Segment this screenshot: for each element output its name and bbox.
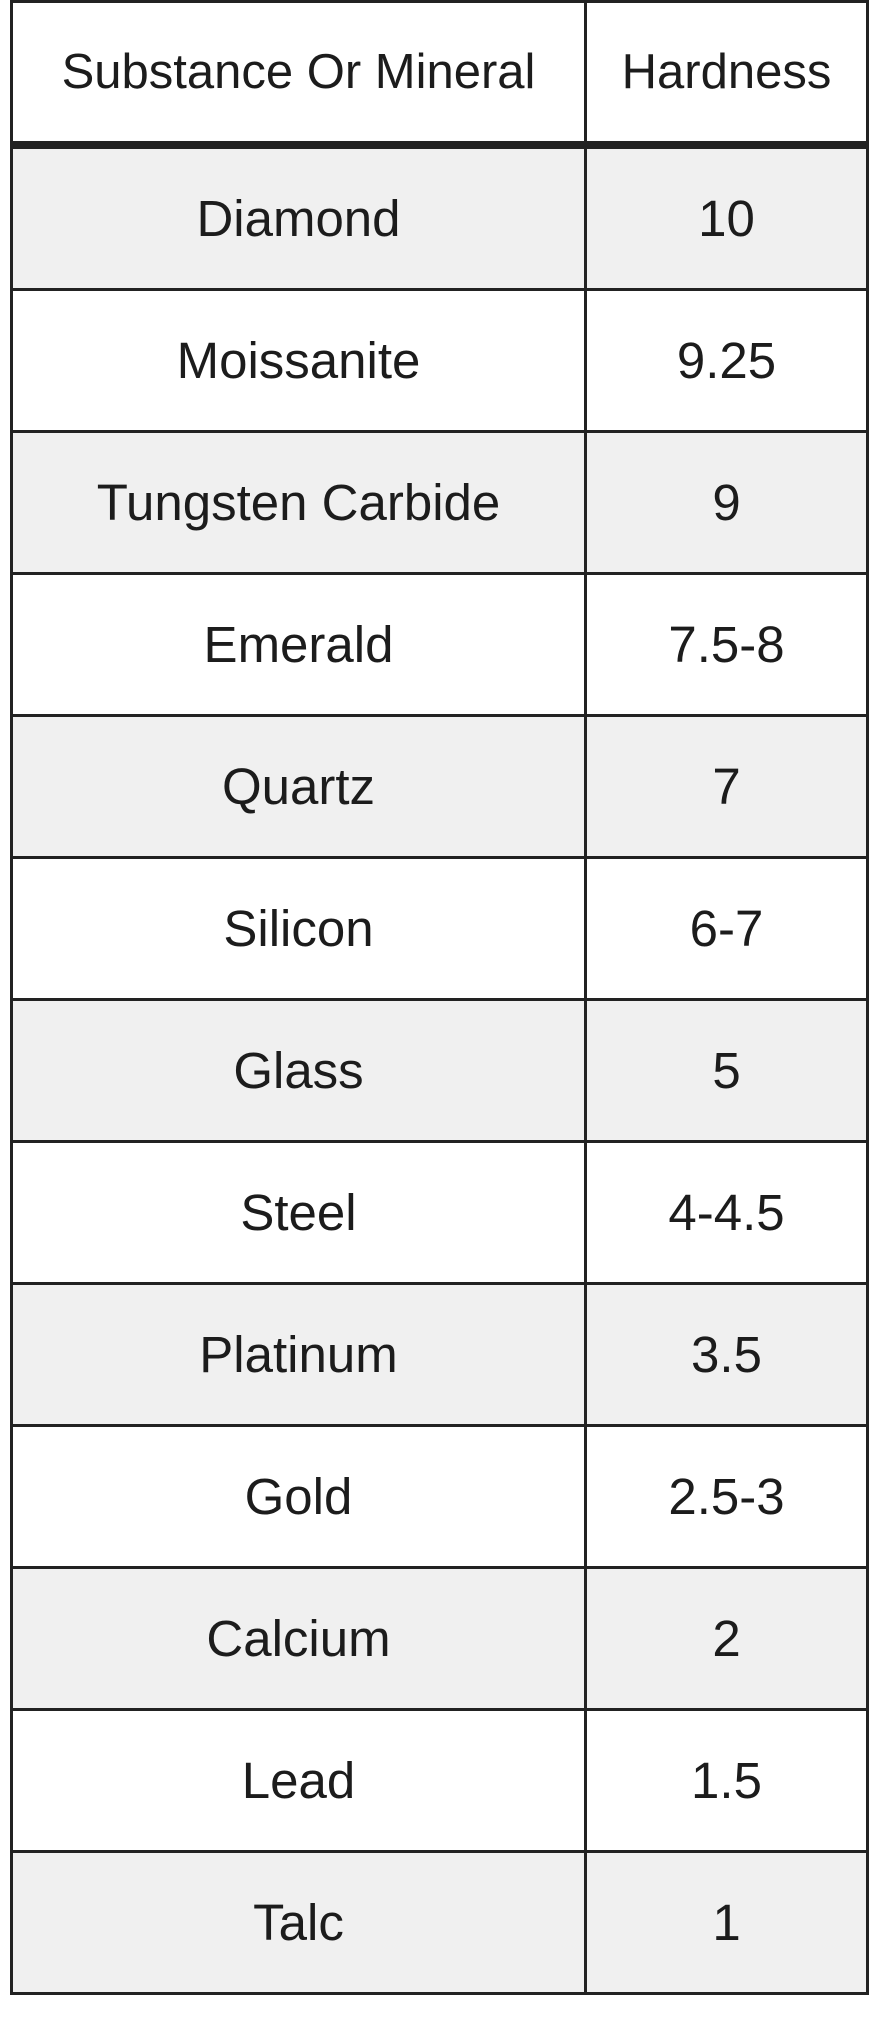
table-row: Emerald 7.5-8: [10, 572, 869, 717]
table-row: Gold 2.5-3: [10, 1424, 869, 1569]
substance-cell: Calcium: [10, 1566, 587, 1711]
substance-cell: Steel: [10, 1140, 587, 1285]
table-row: Platinum 3.5: [10, 1282, 869, 1427]
table-row: Diamond 10: [10, 143, 869, 291]
substance-cell: Diamond: [10, 143, 587, 291]
hardness-cell: 2.5-3: [584, 1424, 869, 1569]
hardness-cell: 9: [584, 430, 869, 575]
hardness-cell: 7: [584, 714, 869, 859]
substance-cell: Silicon: [10, 856, 587, 1001]
hardness-cell: 1.5: [584, 1708, 869, 1853]
hardness-cell: 1: [584, 1850, 869, 1995]
hardness-cell: 6-7: [584, 856, 869, 1001]
table-row: Talc 1: [10, 1850, 869, 1995]
header-substance: Substance Or Mineral: [10, 0, 587, 149]
table-row: Silicon 6-7: [10, 856, 869, 1001]
substance-cell: Emerald: [10, 572, 587, 717]
substance-cell: Glass: [10, 998, 587, 1143]
hardness-cell: 4-4.5: [584, 1140, 869, 1285]
hardness-cell: 10: [584, 143, 869, 291]
substance-cell: Gold: [10, 1424, 587, 1569]
header-hardness: Hardness: [584, 0, 869, 149]
hardness-cell: 9.25: [584, 288, 869, 433]
hardness-cell: 7.5-8: [584, 572, 869, 717]
substance-cell: Talc: [10, 1850, 587, 1995]
hardness-cell: 3.5: [584, 1282, 869, 1427]
table-row: Lead 1.5: [10, 1708, 869, 1853]
hardness-cell: 5: [584, 998, 869, 1143]
substance-cell: Lead: [10, 1708, 587, 1853]
substance-cell: Platinum: [10, 1282, 587, 1427]
substance-cell: Moissanite: [10, 288, 587, 433]
hardness-cell: 2: [584, 1566, 869, 1711]
substance-cell: Tungsten Carbide: [10, 430, 587, 575]
table-row: Quartz 7: [10, 714, 869, 859]
table-row: Glass 5: [10, 998, 869, 1143]
table-row: Moissanite 9.25: [10, 288, 869, 433]
table-row: Steel 4-4.5: [10, 1140, 869, 1285]
substance-cell: Quartz: [10, 714, 587, 859]
hardness-table: Substance Or Mineral Hardness Diamond 10 M…: [10, 0, 869, 1995]
header-row: Substance Or Mineral Hardness: [10, 0, 869, 149]
table-row: Tungsten Carbide 9: [10, 430, 869, 575]
table-row: Calcium 2: [10, 1566, 869, 1711]
